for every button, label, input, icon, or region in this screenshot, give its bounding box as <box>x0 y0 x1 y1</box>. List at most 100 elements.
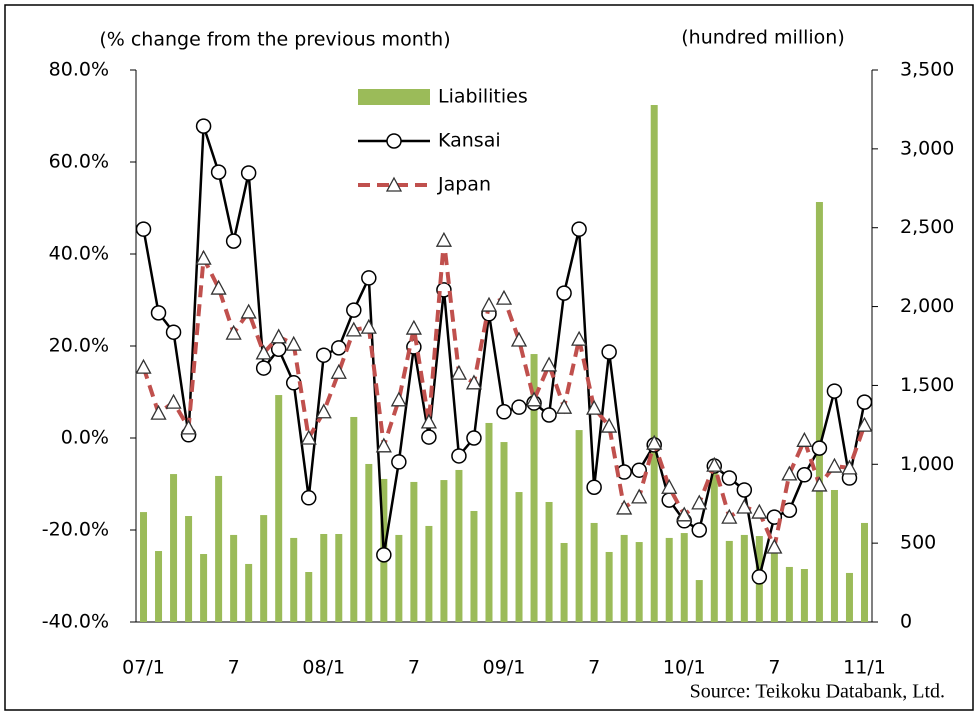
marker <box>165 324 182 340</box>
bar <box>665 537 673 622</box>
marker <box>240 303 257 319</box>
bar <box>680 533 688 622</box>
marker <box>616 499 633 515</box>
bar <box>485 422 493 622</box>
marker <box>496 404 512 420</box>
marker <box>210 164 227 180</box>
bar <box>410 481 418 622</box>
y2-tick-label: 0 <box>900 611 912 633</box>
bar <box>515 492 523 622</box>
x-tick-label: 08/1 <box>302 657 345 679</box>
marker <box>360 318 377 334</box>
bar <box>650 105 658 622</box>
marker <box>480 296 498 312</box>
bar <box>140 512 148 622</box>
legend-marker <box>385 176 403 192</box>
bar <box>470 510 478 622</box>
marker <box>135 221 152 237</box>
marker <box>435 231 453 247</box>
y2-axis-label: (hundred million) <box>681 27 845 49</box>
legend-label: Liabilities <box>438 86 528 108</box>
bar <box>785 566 793 622</box>
marker <box>421 429 437 445</box>
bar <box>725 540 733 622</box>
bar <box>395 534 403 622</box>
x-tick-label: 09/1 <box>483 657 526 679</box>
y2-tick-label: 2,500 <box>900 216 954 238</box>
marker <box>300 490 317 506</box>
marker <box>540 356 558 372</box>
y2-tick-label: 500 <box>900 532 936 554</box>
marker <box>586 479 602 495</box>
bar <box>260 515 268 622</box>
marker <box>270 328 287 344</box>
x-tick-label: 11/1 <box>843 657 886 679</box>
marker <box>345 321 362 337</box>
y2-tick-label: 1,000 <box>900 453 954 475</box>
bar <box>545 501 553 622</box>
bar <box>335 533 343 622</box>
x-tick-label: 07/1 <box>122 657 165 679</box>
marker <box>856 416 873 432</box>
marker <box>361 270 377 286</box>
marker <box>451 448 467 464</box>
bar <box>590 522 598 622</box>
bar <box>845 572 853 622</box>
x-tick-label: 7 <box>228 657 240 679</box>
marker <box>826 457 843 473</box>
legend-label: Japan <box>437 174 491 196</box>
marker <box>586 399 603 415</box>
marker <box>525 391 543 407</box>
y-tick-label: 40.0% <box>49 243 109 265</box>
bar <box>455 469 463 622</box>
bar <box>560 542 568 622</box>
bar <box>365 463 373 622</box>
marker <box>811 476 828 492</box>
marker <box>195 249 212 265</box>
y-tick-label: 20.0% <box>49 335 109 357</box>
y-tick-label: -20.0% <box>42 519 109 541</box>
x-tick-label: 7 <box>408 657 420 679</box>
bar <box>215 475 223 622</box>
marker <box>736 498 753 514</box>
bar <box>815 202 823 623</box>
bar <box>500 442 508 622</box>
bar <box>575 430 583 622</box>
bar <box>170 474 178 622</box>
marker <box>391 454 407 470</box>
marker <box>826 383 843 399</box>
y-tick-label: 80.0% <box>49 59 109 81</box>
marker <box>270 341 287 357</box>
marker <box>180 419 197 435</box>
marker <box>751 569 768 585</box>
marker <box>466 430 482 446</box>
bar <box>740 534 748 622</box>
legend-marker <box>386 133 402 149</box>
marker <box>646 434 663 450</box>
marker <box>841 459 858 475</box>
bar <box>155 551 163 622</box>
marker <box>556 285 572 301</box>
marker <box>465 374 483 390</box>
bar <box>530 354 538 622</box>
marker <box>405 319 422 335</box>
y2-tick-label: 3,500 <box>900 59 954 81</box>
y-axis-label: (% change from the previous month) <box>99 29 450 51</box>
marker <box>766 538 783 554</box>
marker <box>781 465 798 481</box>
marker <box>450 364 468 380</box>
y-tick-label: -40.0% <box>42 611 109 633</box>
marker <box>255 344 272 360</box>
legend-swatch <box>358 89 430 105</box>
marker <box>571 330 588 346</box>
marker <box>316 347 332 363</box>
bar <box>320 533 328 622</box>
bar <box>710 472 718 622</box>
marker <box>751 503 768 519</box>
bar <box>245 563 253 622</box>
marker <box>721 470 738 486</box>
marker <box>495 289 513 305</box>
marker <box>796 467 813 483</box>
y-tick-label: 60.0% <box>49 151 109 173</box>
bar <box>695 580 703 622</box>
